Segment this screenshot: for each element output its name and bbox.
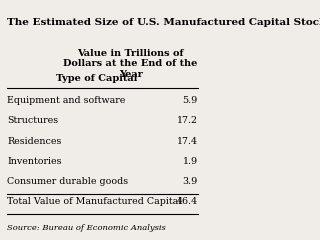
Text: 17.4: 17.4 [177,137,198,146]
Text: 1.9: 1.9 [183,157,198,166]
Text: 3.9: 3.9 [182,177,198,186]
Text: Structures: Structures [7,116,59,126]
Text: Consumer durable goods: Consumer durable goods [7,177,129,186]
Text: 5.9: 5.9 [182,96,198,105]
Text: 17.2: 17.2 [177,116,198,126]
Text: Residences: Residences [7,137,62,146]
Text: Source: Bureau of Economic Analysis: Source: Bureau of Economic Analysis [7,224,166,232]
Text: Equipment and software: Equipment and software [7,96,126,105]
Text: Type of Capital: Type of Capital [56,74,137,83]
Text: Total Value of Manufactured Capital: Total Value of Manufactured Capital [7,197,182,206]
Text: Inventories: Inventories [7,157,62,166]
Text: The Estimated Size of U.S. Manufactured Capital Stock, 2006: The Estimated Size of U.S. Manufactured … [7,18,320,27]
Text: Value in Trillions of
Dollars at the End of the
Year: Value in Trillions of Dollars at the End… [63,49,198,79]
Text: 46.4: 46.4 [177,197,198,206]
